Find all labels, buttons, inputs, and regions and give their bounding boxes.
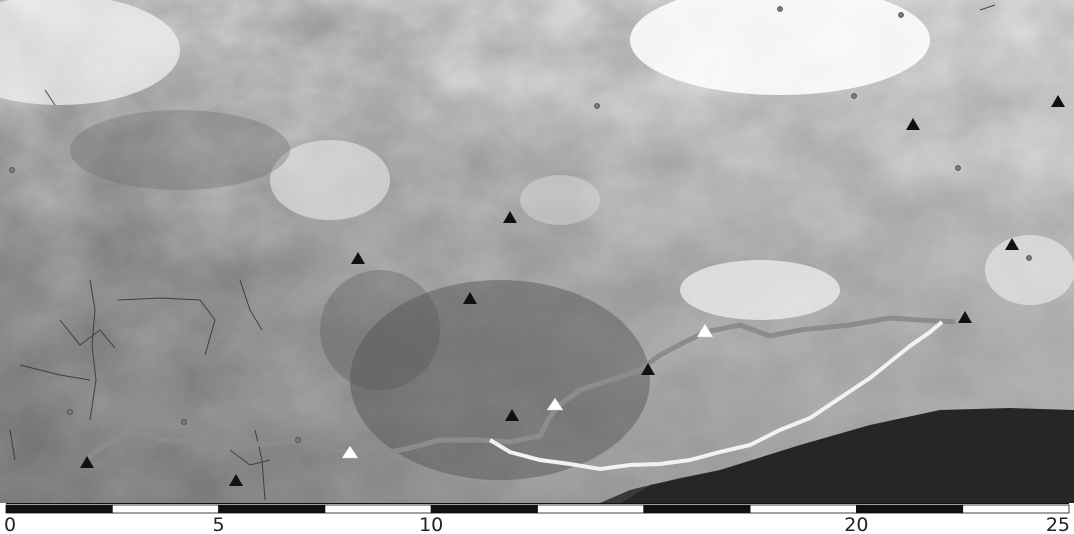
scale-bar-segment	[962, 504, 1070, 514]
point-marker	[898, 12, 904, 18]
point-marker	[67, 409, 73, 415]
scale-bar-segment	[643, 504, 751, 514]
point-marker	[955, 165, 961, 171]
terrain-layer	[0, 0, 1074, 503]
scale-bar-segment	[5, 504, 113, 514]
streams	[9, 4, 996, 501]
scale-bar-label: 25	[1046, 514, 1070, 534]
scale-bar-label: 10	[419, 514, 443, 534]
triangle-marker	[505, 409, 519, 421]
scale-bar-segments	[5, 504, 1070, 514]
triangle-marker	[958, 311, 972, 323]
triangle-marker	[641, 363, 655, 375]
scale-bar: 0 5 10 20 25	[0, 503, 1074, 534]
scale-bar-label: 20	[844, 514, 868, 534]
triangle-marker	[906, 118, 920, 130]
scale-bar-label: 0	[4, 514, 16, 534]
route-white	[488, 320, 944, 472]
marker-triangles-open	[341, 323, 714, 459]
scale-bar-segment	[856, 504, 964, 514]
triangle-marker-open	[341, 445, 359, 459]
triangle-marker-open	[696, 323, 714, 338]
triangle-marker	[229, 474, 243, 486]
point-marker	[181, 419, 187, 425]
point-marker	[777, 6, 783, 12]
triangle-marker	[503, 211, 517, 223]
point-marker	[594, 103, 600, 109]
point-marker	[9, 167, 15, 173]
scale-bar-segment	[749, 504, 857, 514]
point-marker	[1026, 255, 1032, 261]
triangle-marker	[1005, 238, 1019, 250]
point-marker	[295, 437, 301, 443]
scale-bar-segment	[324, 504, 432, 514]
triangle-marker	[463, 292, 477, 304]
triangle-marker-open	[546, 397, 564, 411]
route-gray	[86, 315, 956, 460]
point-marker	[851, 93, 857, 99]
scale-bar-segment	[537, 504, 645, 514]
scale-bar-segment	[218, 504, 326, 514]
triangle-marker	[80, 456, 94, 468]
scale-bar-labels: 0 5 10 20 25	[4, 514, 1070, 534]
point-markers	[9, 6, 1032, 443]
marker-triangles-filled	[80, 95, 1065, 486]
scale-bar-label: 5	[213, 514, 225, 534]
triangle-marker	[351, 252, 365, 264]
scale-bar-segment	[430, 504, 538, 514]
scale-bar-segment	[111, 504, 220, 514]
triangle-marker	[1051, 95, 1065, 107]
